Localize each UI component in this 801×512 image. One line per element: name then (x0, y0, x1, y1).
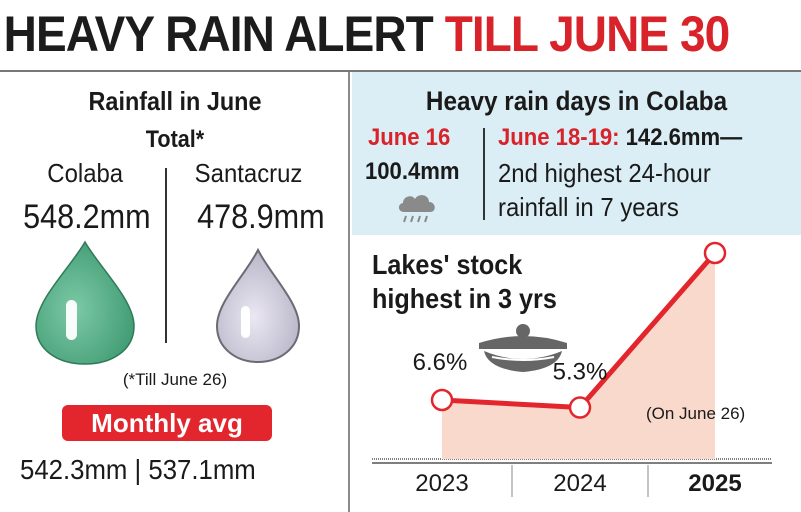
x-tick-2023: 2023 (415, 470, 468, 497)
rainfall-title: Rainfall in June (88, 86, 262, 116)
station-divider (165, 168, 167, 343)
chart-area-fill (442, 253, 715, 459)
colaba-label: Colaba (47, 158, 124, 188)
headline-highlight: TILL JUNE 30 (444, 6, 731, 62)
day1-date: June 16 (368, 124, 451, 151)
lakes-panel (352, 235, 801, 512)
santacruz-total: 478.9mm (197, 198, 325, 236)
rain-cloud-icon (398, 195, 435, 223)
day2-line: June 18-19: 142.6mm— (498, 124, 742, 152)
data-label-2024: 5.3% (553, 359, 608, 386)
colaba-total: 548.2mm (23, 198, 151, 236)
headline: HEAVY RAIN ALERT TILL JUNE 30 (0, 0, 737, 68)
chart-title: Lakes' stock highest in 3 yrs (372, 249, 557, 314)
santacruz-label: Santacruz (194, 158, 303, 188)
day2-description-2: rainfall in 7 years (498, 192, 679, 222)
colaba-drop-icon (35, 240, 135, 365)
monthly-avg-badge: Monthly avg (62, 405, 272, 441)
data-point-2023 (430, 388, 454, 412)
lake-icon (479, 324, 567, 372)
day2-value: 142.6mm (625, 124, 721, 151)
frame (0, 70, 801, 512)
data-label-2023: 6.6% (413, 349, 468, 376)
series-line-segment (439, 397, 583, 411)
series-line-segment (577, 250, 718, 411)
footnote: (*Till June 26) (122, 370, 228, 389)
monthly-avg-values: 542.3mm | 537.1mm (20, 454, 256, 485)
data-point-2024 (568, 396, 592, 419)
santacruz-drop-icon (215, 247, 301, 364)
day2-date: June 18-19: (498, 124, 620, 151)
x-tick-2025: 2025 (688, 470, 741, 497)
heavy-rain-title: Heavy rain days in Colaba (425, 86, 728, 116)
day1-value: 100.4mm (365, 158, 460, 185)
x-tick-2024: 2024 (553, 470, 606, 497)
rainfall-subtitle: Total* (145, 126, 205, 153)
headline-main: HEAVY RAIN ALERT (3, 6, 434, 62)
heavy-rain-divider (483, 128, 485, 220)
day2-description-1: 2nd highest 24-hour (498, 158, 711, 188)
data-point-2025 (703, 241, 727, 265)
chart-annotation: (On June 26) (646, 404, 746, 423)
day2-dash: — (720, 124, 743, 151)
